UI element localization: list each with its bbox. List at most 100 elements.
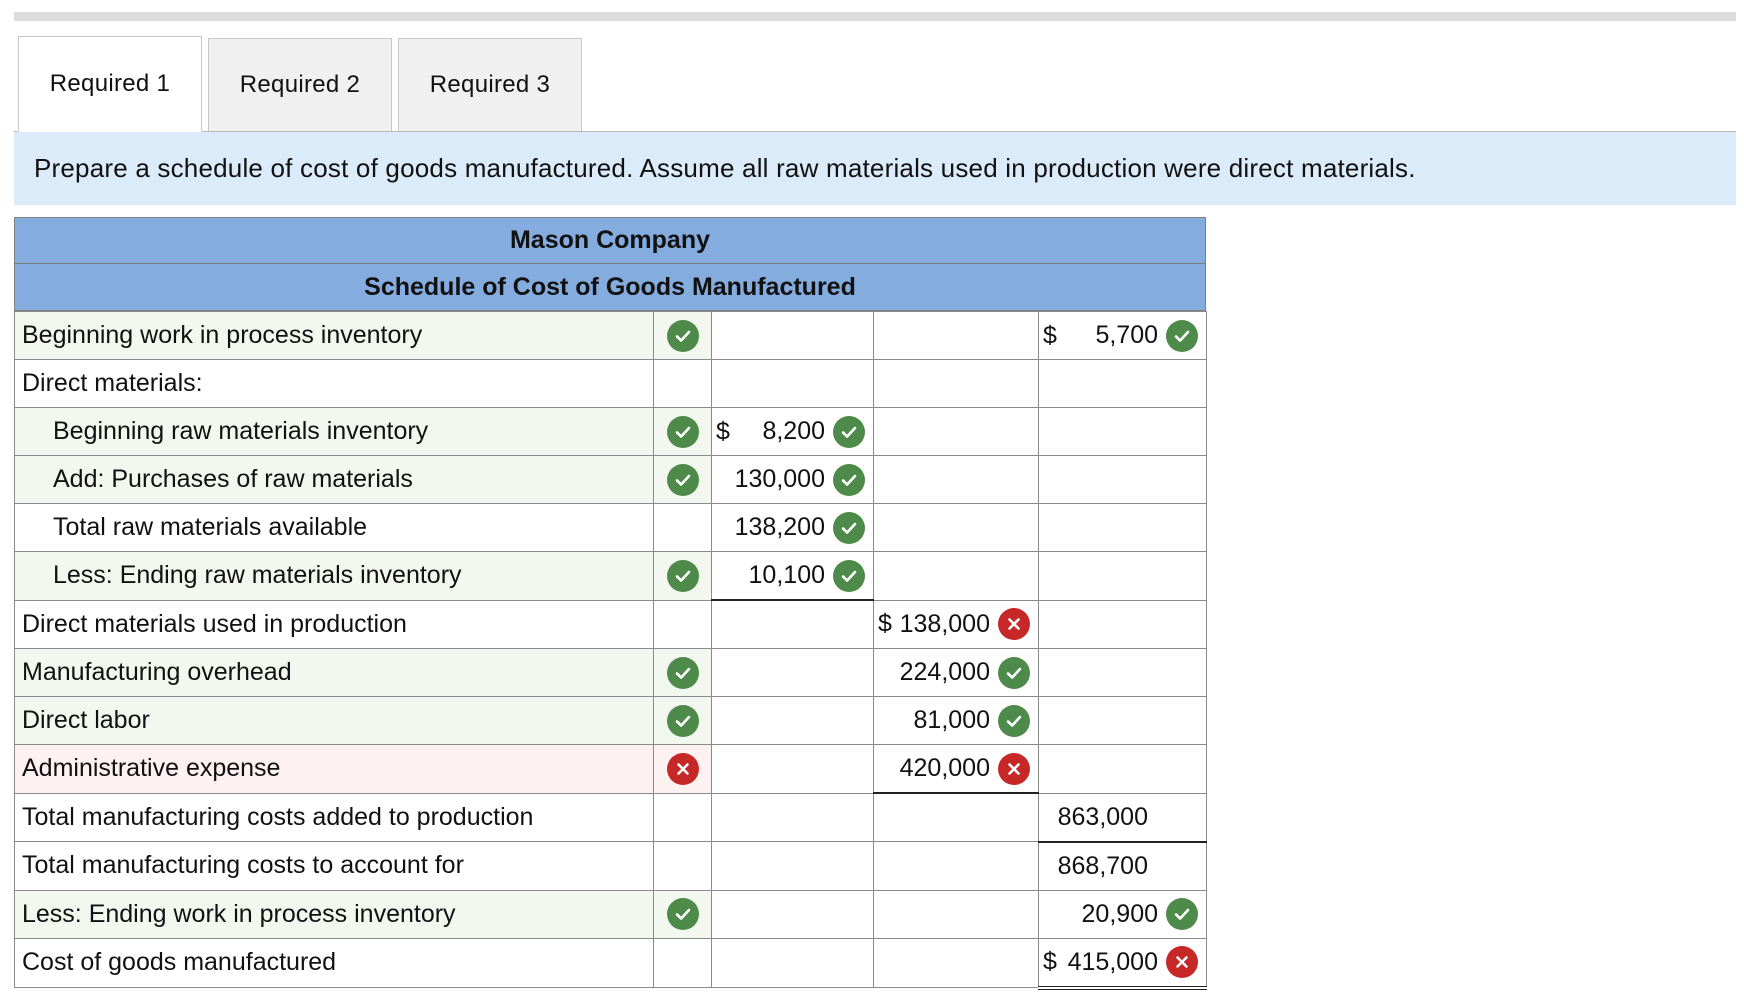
instruction-banner: Prepare a schedule of cost of goods manu… xyxy=(14,132,1736,205)
schedule-row: Total manufacturing costs to account for… xyxy=(14,841,1207,891)
check-icon xyxy=(666,415,699,448)
amount-cell-col2[interactable] xyxy=(873,792,1039,842)
amount-cell-col2[interactable] xyxy=(873,311,1039,360)
amount-value: 81,000 xyxy=(913,706,990,734)
schedule-title-header: Schedule of Cost of Goods Manufactured xyxy=(14,264,1206,311)
amount-cell-col3[interactable]: 863,000 xyxy=(1038,792,1207,843)
amount-cell-col1[interactable] xyxy=(711,599,874,649)
amount-cell-col2[interactable] xyxy=(873,359,1039,408)
check-icon xyxy=(833,415,865,448)
row-label-status xyxy=(653,359,712,408)
amount-cell-col2[interactable]: 420,000 xyxy=(873,744,1039,794)
amount-value: 863,000 xyxy=(1057,802,1148,831)
row-label: Direct materials used in production xyxy=(14,599,654,649)
amount-value: 8,200 xyxy=(762,417,825,445)
tab-required-3[interactable]: Required 3 xyxy=(398,38,582,132)
amount-cell-col2[interactable] xyxy=(873,407,1039,456)
amount-value: 420,000 xyxy=(899,754,990,782)
row-label-status xyxy=(653,503,712,552)
schedule-row: Direct materials: xyxy=(14,359,1207,408)
amount-cell-col3[interactable] xyxy=(1038,503,1207,552)
schedule-row: Total raw materials available 138,200 xyxy=(14,503,1207,552)
amount-cell-col3[interactable] xyxy=(1038,599,1207,649)
amount-cell-col2[interactable] xyxy=(873,551,1039,601)
x-icon xyxy=(1166,946,1198,978)
amount-cell-col3[interactable] xyxy=(1038,551,1207,601)
amount-cell-col1[interactable] xyxy=(711,311,874,360)
amount-cell-col1[interactable] xyxy=(711,889,874,939)
amount-cell-col2[interactable]: 224,000 xyxy=(873,648,1039,697)
row-label-status xyxy=(653,744,712,794)
tab-required-2[interactable]: Required 2 xyxy=(208,38,392,132)
check-icon xyxy=(998,656,1030,689)
x-icon xyxy=(998,752,1030,785)
check-icon xyxy=(666,898,699,930)
row-label-status xyxy=(653,696,712,745)
amount-cell-col1[interactable] xyxy=(711,841,874,891)
dollar-sign: $ xyxy=(716,417,730,445)
row-label-status xyxy=(653,889,712,939)
tab-required-1[interactable]: Required 1 xyxy=(18,36,202,132)
amount-cell-col1[interactable] xyxy=(711,696,874,745)
amount-value: 130,000 xyxy=(734,465,825,493)
check-icon xyxy=(666,656,699,689)
schedule-row: Direct labor 81,000 xyxy=(14,696,1207,745)
check-icon xyxy=(666,463,699,496)
schedule-row: Less: Ending raw materials inventory 10,1… xyxy=(14,551,1207,601)
amount-cell-col1[interactable] xyxy=(711,744,874,794)
amount-cell-col2[interactable] xyxy=(873,889,1039,939)
check-icon xyxy=(833,559,865,592)
tab-underline xyxy=(14,131,1736,132)
check-icon xyxy=(833,511,865,544)
schedule-table-wrapper: Mason Company Schedule of Cost of Goods … xyxy=(14,217,1207,990)
amount-cell-col3[interactable]: 868,700 xyxy=(1038,841,1207,891)
amount-cell-col3[interactable]: 20,900 xyxy=(1038,889,1207,939)
amount-cell-col2[interactable]: 81,000 xyxy=(873,696,1039,745)
amount-cell-col3[interactable] xyxy=(1038,455,1207,504)
amount-cell-col1[interactable] xyxy=(711,792,874,842)
amount-cell-col1[interactable]: 138,200 xyxy=(711,503,874,552)
top-divider-bar xyxy=(14,12,1736,21)
row-label: Direct materials: xyxy=(14,359,654,408)
schedule-row: Add: Purchases of raw materials 130,000 xyxy=(14,455,1207,504)
row-label: Total raw materials available xyxy=(14,503,654,552)
amount-cell-col3[interactable]: $5,700 xyxy=(1038,311,1207,360)
row-label: Total manufacturing costs to account for xyxy=(14,841,654,891)
dollar-sign: $ xyxy=(1043,947,1057,976)
amount-cell-col3[interactable] xyxy=(1038,359,1207,408)
row-label-status xyxy=(653,841,712,891)
amount-cell-col1[interactable] xyxy=(711,359,874,408)
row-label-status xyxy=(653,648,712,697)
amount-cell-col2[interactable] xyxy=(873,503,1039,552)
schedule-row: Total manufacturing costs added to produ… xyxy=(14,792,1207,843)
amount-cell-col1[interactable]: 10,100 xyxy=(711,551,874,601)
amount-cell-col2[interactable] xyxy=(873,455,1039,504)
schedule-row: Beginning work in process inventory $5,70… xyxy=(14,311,1207,360)
schedule-row: Manufacturing overhead 224,000 xyxy=(14,648,1207,697)
amount-value: 5,700 xyxy=(1095,321,1158,349)
row-label: Less: Ending work in process inventory xyxy=(14,889,654,939)
row-label-status xyxy=(653,599,712,649)
check-icon xyxy=(666,319,699,352)
amount-cell-col3[interactable] xyxy=(1038,744,1207,794)
dollar-sign: $ xyxy=(878,609,892,638)
amount-cell-col2[interactable]: $138,000 xyxy=(873,599,1039,649)
amount-cell-col1[interactable]: 130,000 xyxy=(711,455,874,504)
amount-cell-col2[interactable] xyxy=(873,937,1039,988)
amount-value: 138,200 xyxy=(734,513,825,541)
amount-cell-col3[interactable]: $415,000 xyxy=(1038,937,1207,990)
amount-value: 10,100 xyxy=(748,561,825,589)
amount-cell-col1[interactable]: $8,200 xyxy=(711,407,874,456)
schedule-row: Beginning raw materials inventory $8,200 xyxy=(14,407,1207,456)
amount-cell-col3[interactable] xyxy=(1038,407,1207,456)
amount-cell-col3[interactable] xyxy=(1038,648,1207,697)
amount-cell-col1[interactable] xyxy=(711,937,874,988)
row-label-status xyxy=(653,311,712,360)
amount-cell-col1[interactable] xyxy=(711,648,874,697)
row-label: Manufacturing overhead xyxy=(14,648,654,697)
amount-cell-col2[interactable] xyxy=(873,841,1039,891)
amount-cell-col3[interactable] xyxy=(1038,696,1207,745)
check-icon xyxy=(666,704,699,737)
check-icon xyxy=(1166,898,1198,930)
schedule-row: Administrative expense 420,000 xyxy=(14,744,1207,794)
